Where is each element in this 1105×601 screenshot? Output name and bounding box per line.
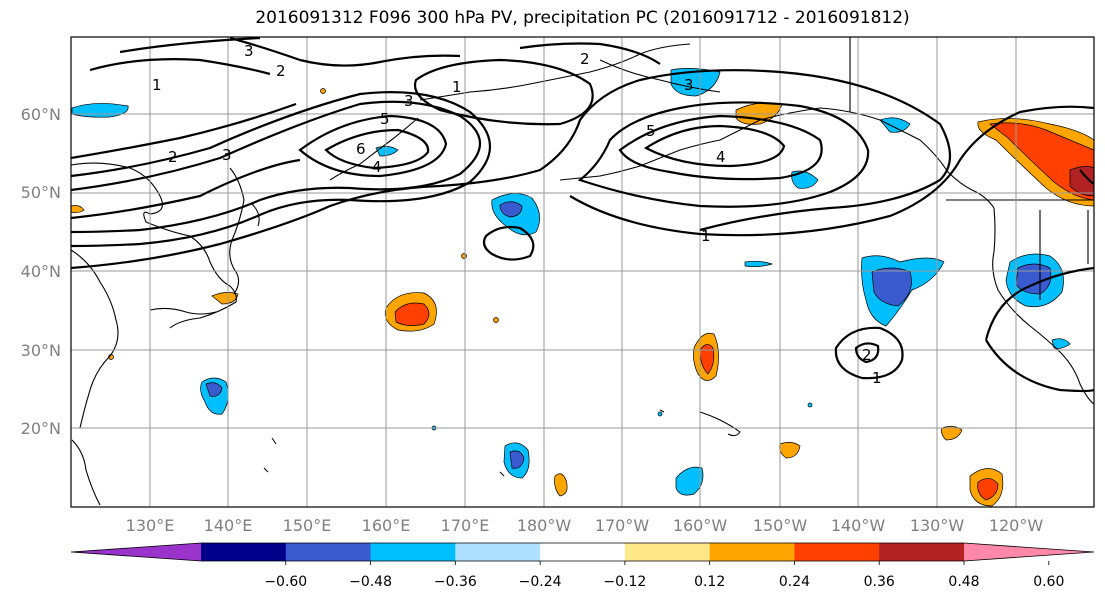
lon-tick-label: 140°W (831, 516, 886, 535)
pv-label: 2 (580, 50, 590, 68)
lon-tick-label: 160°W (673, 516, 728, 535)
neg-anomaly-speck (808, 403, 812, 407)
neg-anomaly-speck (658, 412, 662, 416)
pv-label: 2 (862, 346, 872, 364)
lat-tick-labels: 60°N 50°N 40°N 30°N 20°N (21, 105, 61, 438)
lat-tick-label: 40°N (21, 262, 61, 281)
lon-tick-label: 150°W (753, 516, 808, 535)
pos-anomaly-speck (494, 318, 499, 323)
lat-tick-label: 20°N (21, 419, 61, 438)
colorbar-tick-label: 0.36 (864, 574, 895, 590)
pv-label: 6 (356, 140, 366, 158)
pv-label: 3 (244, 42, 254, 60)
pv-label: 1 (452, 78, 462, 96)
colorbar-segment (710, 543, 795, 561)
colorbar: −0.60 −0.48 −0.36 −0.24 −0.12 0.12 0.24 0.36 0.4… (71, 543, 1094, 590)
pv-label: 3 (404, 92, 414, 110)
lon-tick-label: 150°E (283, 516, 332, 535)
lon-tick-label: 160°E (362, 516, 411, 535)
colorbar-extend-high (964, 543, 1094, 561)
pv-label: 5 (380, 110, 390, 128)
colorbar-tick-label: 0.60 (1033, 574, 1064, 590)
pv-label: 4 (372, 158, 382, 176)
lon-tick-labels: 130°E 140°E 150°E 160°E 170°E 180°W 170°… (126, 516, 1044, 535)
neg-anomaly-blob (72, 103, 128, 117)
colorbar-tick-label: −0.60 (264, 574, 307, 590)
pv-label: 1 (701, 227, 711, 245)
colorbar-segment (540, 543, 625, 561)
pv-label: 4 (716, 148, 726, 166)
colorbar-tick-label: 0.24 (779, 574, 810, 590)
lon-tick-label: 180°W (517, 516, 572, 535)
pv-label: 1 (152, 76, 162, 94)
map-area (71, 37, 1094, 507)
lat-tick-label: 60°N (21, 105, 61, 124)
colorbar-segment (286, 543, 371, 561)
lon-tick-label: 170°W (595, 516, 650, 535)
pv-label: 1 (872, 369, 882, 387)
colorbar-segment (371, 543, 456, 561)
colorbar-segment (201, 543, 286, 561)
lon-tick-label: 170°E (441, 516, 490, 535)
colorbar-tick-label: −0.24 (519, 574, 562, 590)
pv-label: 2 (276, 62, 286, 80)
lon-tick-label: 140°E (204, 516, 253, 535)
pos-anomaly-speck (321, 89, 326, 94)
colorbar-tick-label: −0.48 (349, 574, 392, 590)
colorbar-tick-label: 0.12 (694, 574, 725, 590)
colorbar-extend-low (71, 543, 201, 561)
lon-tick-label: 120°W (989, 516, 1044, 535)
colorbar-tick-label: −0.36 (434, 574, 477, 590)
lon-tick-label: 130°E (126, 516, 175, 535)
pv-label: 3 (684, 76, 694, 94)
colorbar-tick-label: −0.12 (603, 574, 646, 590)
pv-label: 2 (168, 148, 178, 166)
colorbar-tick-label: 0.48 (948, 574, 979, 590)
pv-label: 5 (646, 122, 656, 140)
colorbar-segment (794, 543, 879, 561)
pv-precip-map: 1 1 1 1 2 2 2 2 3 3 3 3 4 4 5 5 6 130°E … (0, 0, 1105, 601)
colorbar-segment (625, 543, 710, 561)
pv-label: 3 (222, 146, 232, 164)
colorbar-segment (455, 543, 540, 561)
lat-tick-label: 30°N (21, 341, 61, 360)
lon-tick-label: 130°W (910, 516, 965, 535)
colorbar-segment (879, 543, 964, 561)
lat-tick-label: 50°N (21, 183, 61, 202)
pos-anomaly-speck (462, 254, 467, 259)
